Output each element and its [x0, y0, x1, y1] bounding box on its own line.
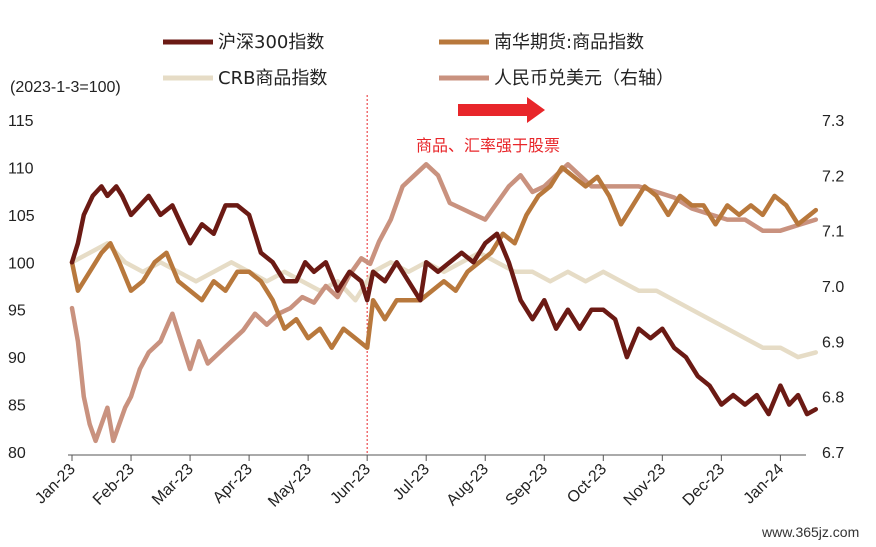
- y-tick-right: 6.7: [822, 445, 844, 462]
- x-tick-label: Jun-23: [327, 461, 374, 508]
- x-tick-label: Jan-23: [32, 461, 79, 508]
- y-tick-left: 80: [8, 445, 26, 462]
- x-tick-label: Feb-23: [90, 461, 138, 509]
- x-tick-label: Nov-23: [621, 461, 670, 510]
- plot-area: [69, 162, 819, 444]
- y-tick-left: 90: [8, 350, 26, 367]
- x-tick-label: Sep-23: [503, 461, 552, 510]
- y-tick-left: 85: [8, 398, 26, 415]
- legend-label-cny: 人民币兑美元（右轴）: [494, 68, 674, 89]
- legend: 沪深300指数 南华期货:商品指数 CRB商品指数 人民币兑美元（右轴）: [163, 32, 674, 89]
- y-tick-right: 7.0: [822, 279, 844, 296]
- y-tick-right: 7.2: [822, 168, 844, 185]
- y-tick-right: 7.1: [822, 224, 844, 241]
- x-tick-label: Apr-23: [210, 461, 256, 507]
- x-tick-label: Mar-23: [149, 461, 197, 509]
- x-tick-label: Oct-23: [564, 461, 610, 507]
- y-tick-left: 105: [8, 208, 35, 225]
- series-line-0: [69, 184, 819, 417]
- legend-label-crb: CRB商品指数: [218, 68, 327, 89]
- base-note: (2023-1-3=100): [10, 79, 121, 96]
- x-tick-label: Aug-23: [444, 461, 493, 510]
- annotation-arrow: [458, 97, 545, 123]
- y-tick-right: 7.3: [822, 113, 844, 130]
- y-tick-left: 95: [8, 303, 26, 320]
- y-axis-right: 6.7 6.8 6.9 7.0 7.1 7.2 7.3: [822, 113, 844, 462]
- y-tick-left: 100: [8, 255, 35, 272]
- legend-label-nanhua: 南华期货:商品指数: [494, 32, 644, 53]
- x-tick-label: Jul-23: [390, 461, 433, 504]
- y-tick-right: 6.8: [822, 390, 844, 407]
- y-tick-left: 110: [8, 160, 34, 177]
- x-tick-label: May-23: [265, 461, 315, 511]
- x-tick-label: Dec-23: [680, 461, 729, 510]
- series-line-2: [69, 241, 819, 360]
- annotation-text: 商品、汇率强于股票: [416, 136, 560, 155]
- series-line-3: [69, 162, 819, 444]
- y-tick-left: 115: [8, 113, 34, 130]
- y-tick-right: 6.9: [822, 334, 844, 351]
- legend-label-hs300: 沪深300指数: [218, 32, 324, 53]
- x-tick-label: Jan-24: [741, 461, 788, 508]
- watermark: www.365jz.com: [761, 524, 859, 540]
- y-axis-left: 80 85 90 95 100 105 110 115: [8, 113, 35, 462]
- x-axis: Jan-23 Feb-23 Mar-23 Apr-23 May-23 Jun-23 Jul-…: [32, 455, 787, 511]
- series-line-1: [69, 165, 819, 350]
